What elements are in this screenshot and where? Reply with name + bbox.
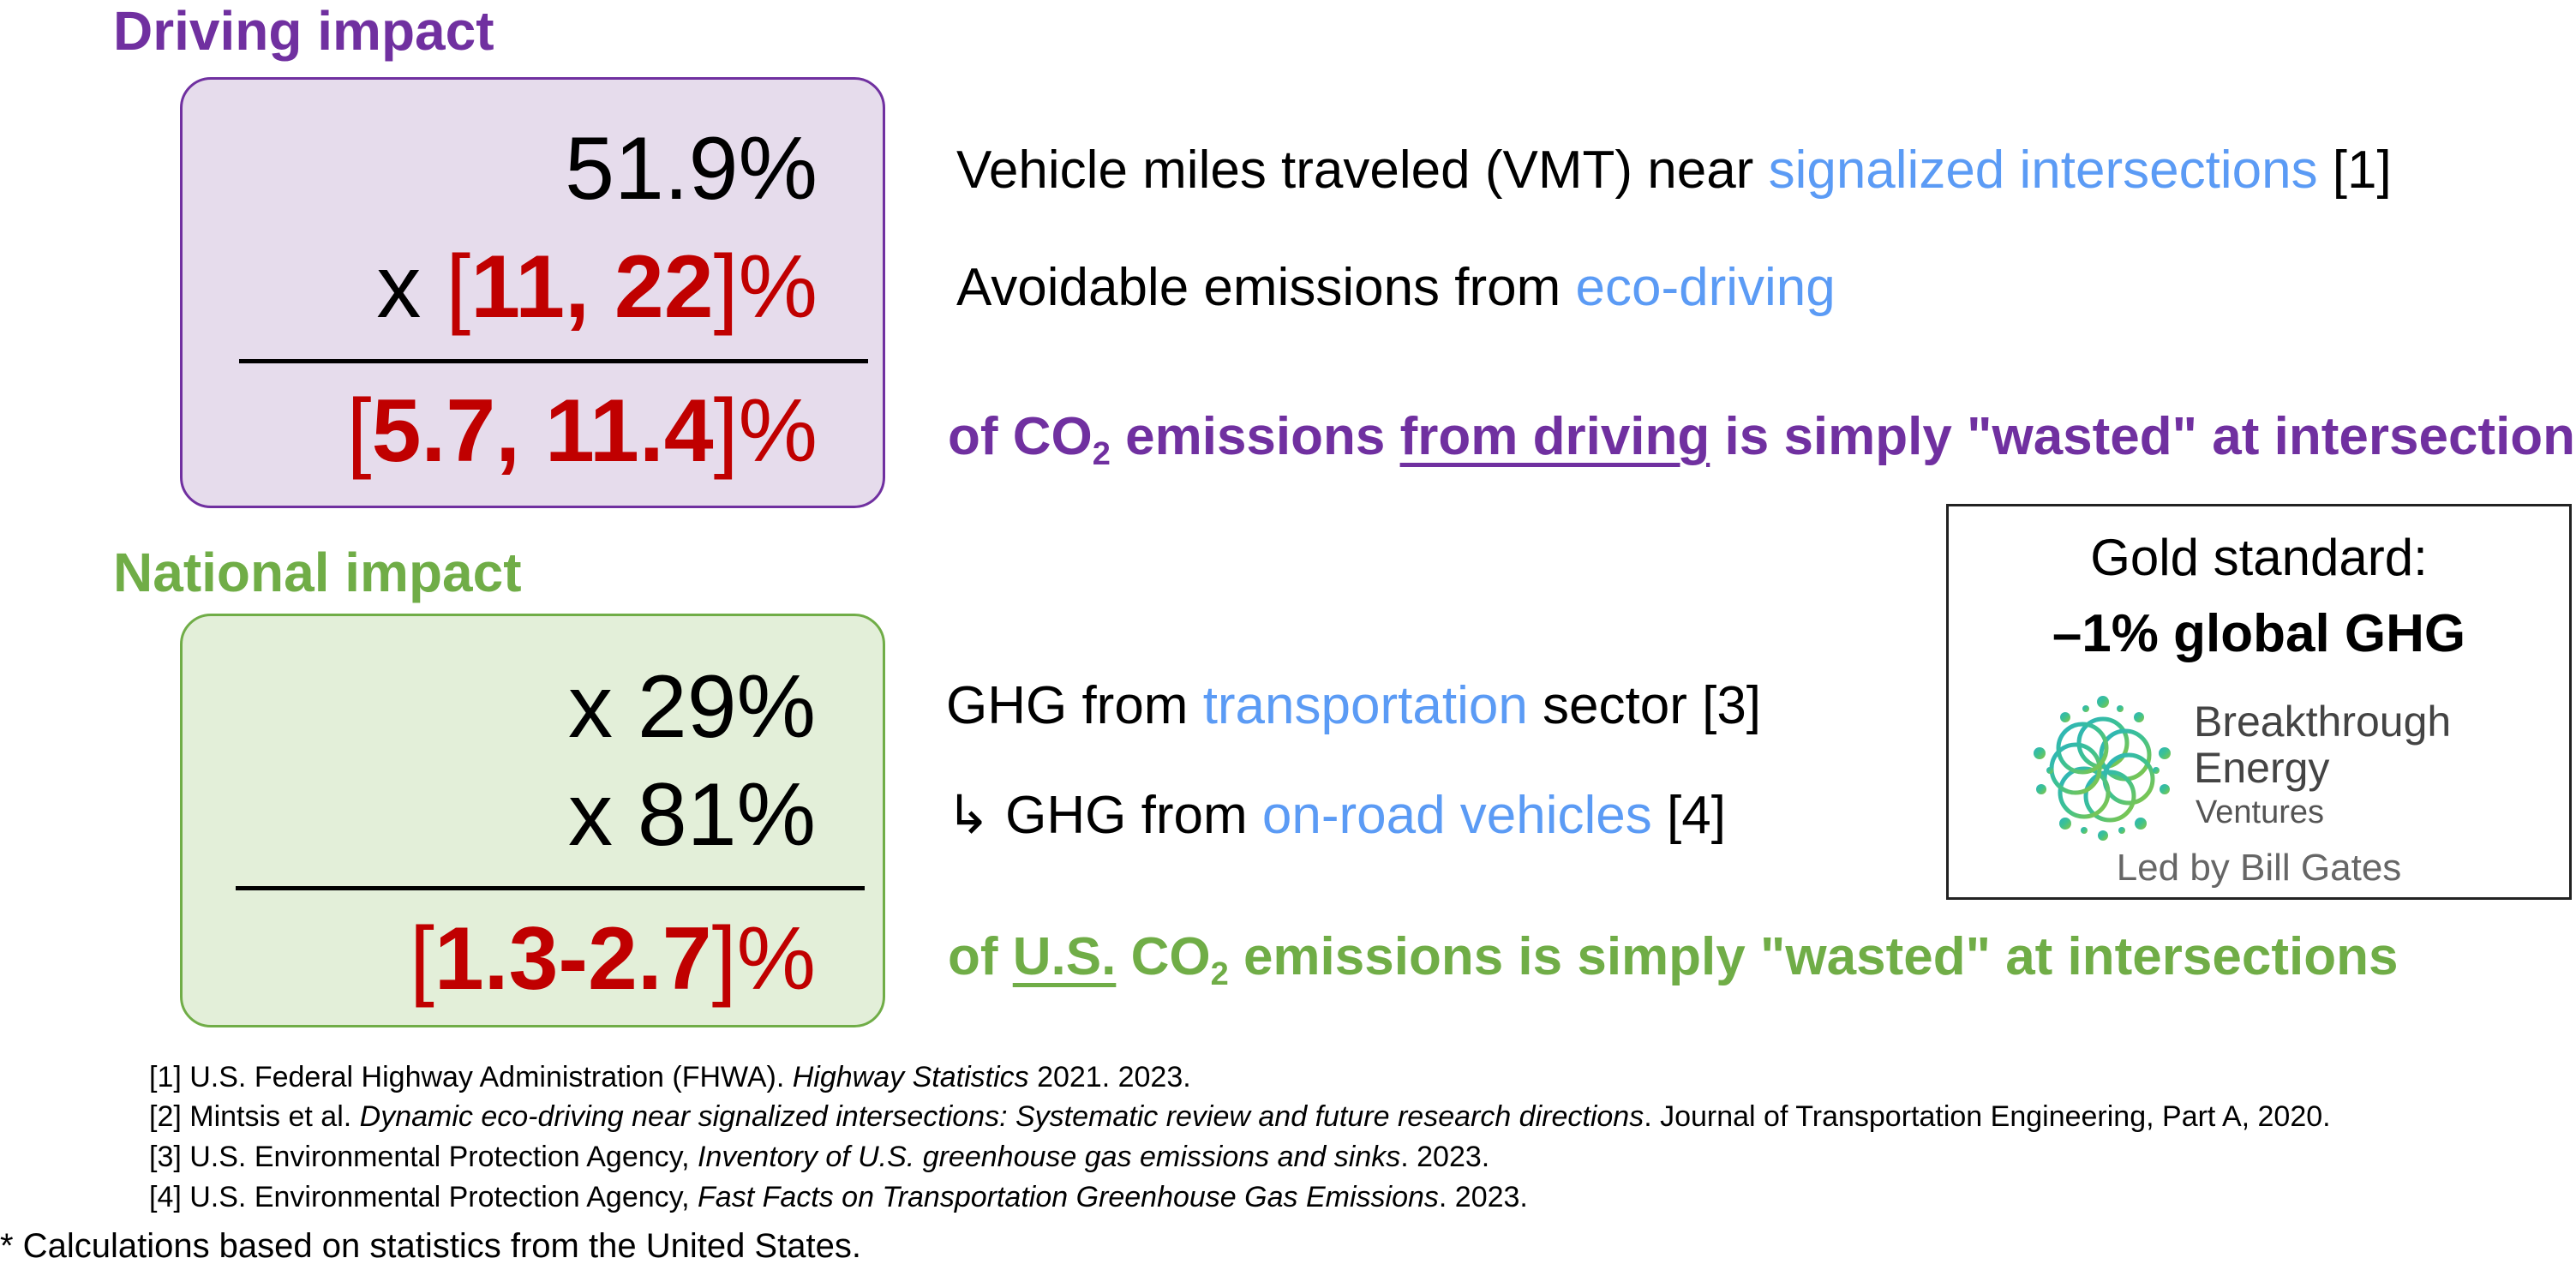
national-result: [1.3-2.7]% (409, 909, 816, 1009)
gold-standard-heading: Gold standard: (2090, 529, 2428, 586)
breakthrough-energy-logo-icon (2034, 696, 2171, 841)
reference-2: [2] Mintsis et al. Dynamic eco-driving n… (149, 1100, 2331, 1133)
driving-divider (239, 359, 868, 363)
driving-result: [5.7, 11.4]% (346, 381, 818, 481)
national-conclusion: of U.S. CO2 emissions is simply "wasted"… (948, 927, 2399, 992)
logo-line-ventures: Ventures (2196, 794, 2324, 830)
reference-3: [3] U.S. Environmental Protection Agency… (149, 1141, 1490, 1173)
eco-driving-factor: x [11, 22]% (376, 237, 818, 337)
gold-standard-goal: –1% global GHG (2052, 604, 2466, 663)
logo-line-energy: Energy (2194, 744, 2330, 792)
transport-description: GHG from transportation sector [3] (946, 676, 1762, 735)
logo-line-breakthrough: Breakthrough (2194, 698, 2452, 746)
vmt-description: Vehicle miles traveled (VMT) near signal… (956, 141, 2392, 200)
eco-driving-description: Avoidable emissions from eco-driving (956, 258, 1836, 317)
national-impact-title: National impact (113, 542, 522, 603)
driving-conclusion: of CO2 emissions from driving is simply … (948, 407, 2576, 472)
reference-4: [4] U.S. Environmental Protection Agency… (149, 1181, 1528, 1213)
gold-standard-caption: Led by Bill Gates (2116, 847, 2402, 889)
national-divider (236, 886, 865, 890)
national-impact-box: x 29% x 81% [1.3-2.7]% (180, 614, 885, 1027)
on-road-description: ↳ GHG from on-road vehicles [4] (946, 786, 1726, 845)
vmt-percentage: 51.9% (565, 119, 818, 219)
sub-arrow-icon: ↳ (946, 786, 991, 845)
transport-share: x 29% (567, 657, 816, 757)
reference-1: [1] U.S. Federal Highway Administration … (149, 1061, 1191, 1093)
driving-impact-box: 51.9% x [11, 22]% [5.7, 11.4]% (180, 77, 885, 508)
gold-standard-box: Gold standard: –1% global GHG (1946, 504, 2572, 900)
footnote: * Calculations based on statistics from … (0, 1227, 861, 1265)
driving-impact-title: Driving impact (113, 0, 494, 62)
on-road-share: x 81% (567, 765, 816, 865)
